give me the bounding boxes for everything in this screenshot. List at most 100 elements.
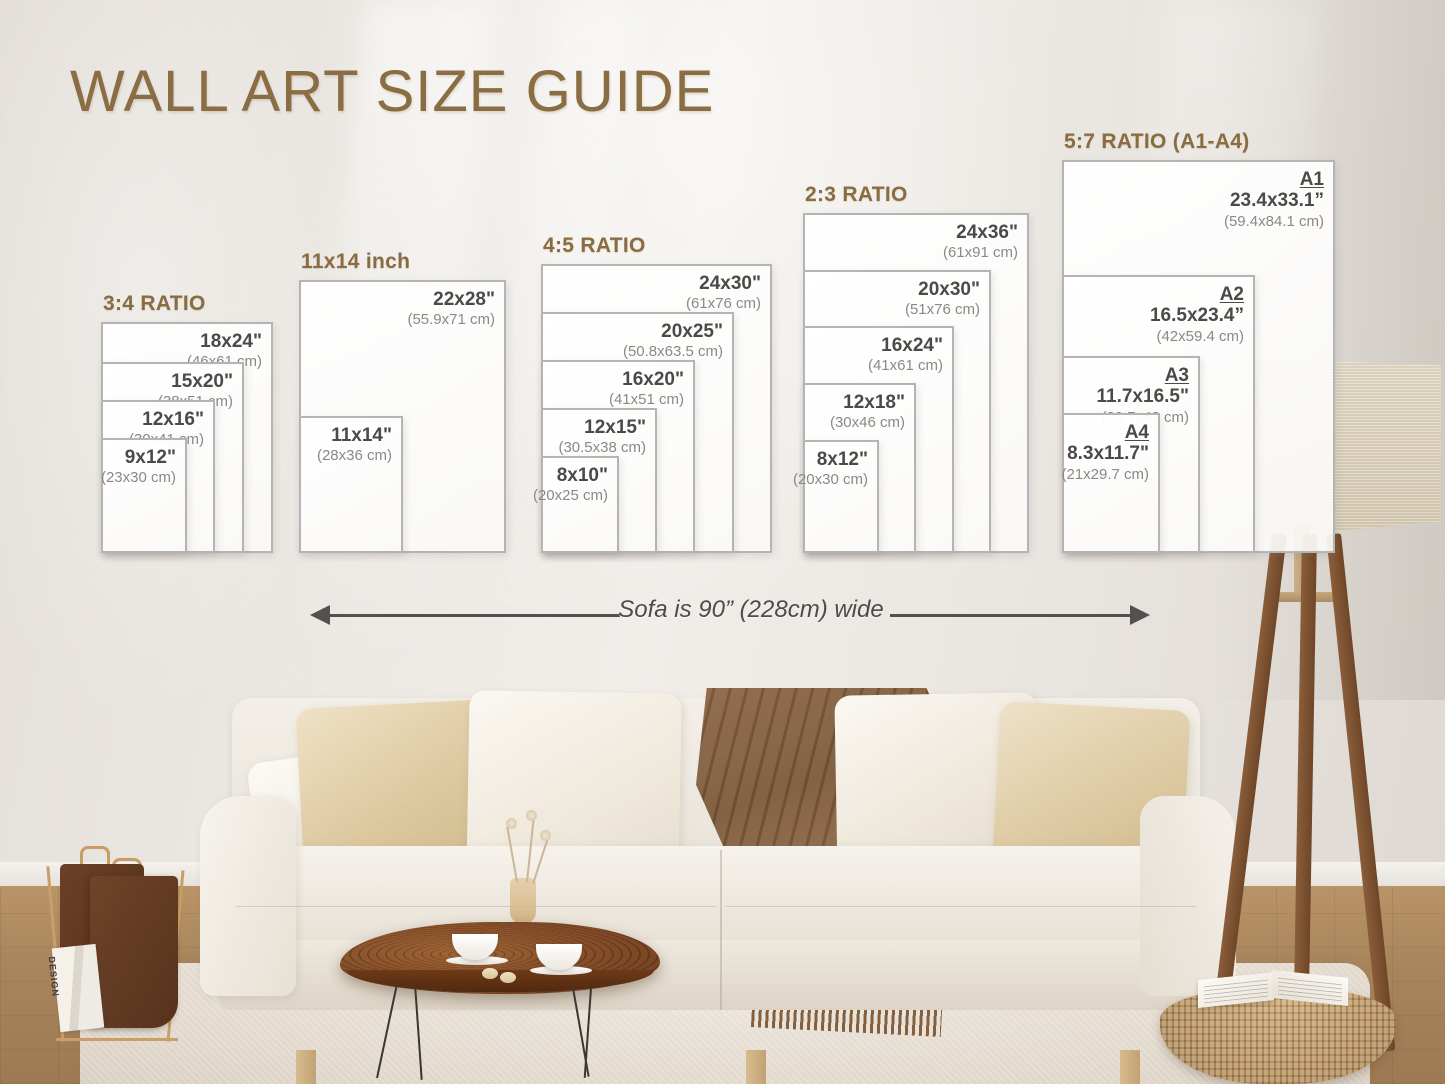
tabletop-edge bbox=[346, 970, 654, 992]
size-group-ratio-5-7: 5:7 RATIO (A1-A4) A1 23.4x33.1” (59.4x84… bbox=[1061, 130, 1335, 553]
sofa-leg bbox=[746, 1050, 766, 1084]
frame-size-inch: 12x15" bbox=[584, 417, 646, 438]
frame-label: 24x30" (61x76 cm) bbox=[686, 273, 761, 313]
frame-size-inch: 20x25" bbox=[661, 321, 723, 342]
dried-flower bbox=[526, 810, 537, 821]
macaron bbox=[500, 972, 516, 983]
arrow-right-icon bbox=[1130, 605, 1150, 625]
rack-leather-panel bbox=[90, 876, 178, 1028]
rack-frame-wire bbox=[56, 1038, 178, 1041]
frame-size-inch: 12x16" bbox=[142, 409, 204, 430]
frame-size-cm: (20x30 cm) bbox=[792, 471, 868, 489]
sofa-leg bbox=[296, 1050, 316, 1084]
frame-size-inch: 16x24" bbox=[881, 335, 943, 356]
frame-size-cm: (55.9x71 cm) bbox=[407, 311, 495, 329]
frame-size-inch: 16.5x23.4” bbox=[1149, 305, 1244, 327]
frame-label: A4 8.3x11.7" (21x29.7 cm) bbox=[1061, 422, 1149, 483]
frame-11x14[interactable]: 11x14" (28x36 cm) bbox=[299, 416, 403, 553]
size-group-ratio-2-3: 2:3 RATIO 24x36" (61x91 cm) 20x30" (51x7… bbox=[793, 183, 1029, 553]
frame-size-inch: 24x36" bbox=[956, 222, 1018, 243]
frame-size-inch: 12x18" bbox=[843, 392, 905, 413]
arrow-left-icon bbox=[310, 605, 330, 625]
frame-size-cm: (28x36 cm) bbox=[316, 447, 392, 465]
coffee-table bbox=[340, 810, 660, 1080]
frame-size-cm: (51x76 cm) bbox=[904, 301, 980, 319]
sofa-arm-left bbox=[200, 796, 296, 996]
cushion-seam bbox=[726, 906, 1196, 907]
size-group-title: 2:3 RATIO bbox=[805, 183, 908, 206]
magazine-rack: DESIGN bbox=[46, 846, 196, 1058]
page-title: WALL ART SIZE GUIDE bbox=[70, 59, 715, 124]
frame-size-inch: 15x20" bbox=[171, 371, 233, 392]
cushion-seam bbox=[236, 906, 716, 907]
frame-size-cm: (30.5x38 cm) bbox=[558, 439, 646, 457]
frame-label: 16x24" (41x61 cm) bbox=[868, 335, 943, 375]
size-group-ratio-3-4: 3:4 RATIO 18x24" (46x61 cm) 15x20" (38x5… bbox=[101, 292, 273, 553]
frame-size-cm: (50.8x63.5 cm) bbox=[622, 343, 723, 361]
frame-size-cm: (61x76 cm) bbox=[685, 295, 761, 313]
frame-label: 22x28" (55.9x71 cm) bbox=[407, 289, 495, 329]
frame-paper-size: A1 bbox=[1299, 169, 1324, 190]
frame-label: 8x12" (20x30 cm) bbox=[793, 449, 868, 489]
frame-size-cm: (23x30 cm) bbox=[100, 469, 176, 487]
frame-label: 12x15" (30.5x38 cm) bbox=[558, 417, 646, 457]
frame-paper-size: A3 bbox=[1164, 365, 1189, 386]
dried-flower bbox=[540, 830, 551, 841]
frame-size-cm: (30x46 cm) bbox=[829, 414, 905, 432]
size-group-title: 5:7 RATIO (A1-A4) bbox=[1064, 130, 1250, 153]
sofa-leg bbox=[1120, 1050, 1140, 1084]
frame-9x12[interactable]: 9x12" (23x30 cm) bbox=[101, 438, 187, 553]
frame-label: 9x12" (23x30 cm) bbox=[101, 447, 176, 487]
rack-handle bbox=[80, 846, 110, 868]
sofa-width-label: Sofa is 90” (228cm) wide bbox=[618, 596, 884, 623]
frame-size-cm: (42x59.4 cm) bbox=[1156, 327, 1244, 345]
frame-size-inch: 16x20" bbox=[622, 369, 684, 390]
size-group-title: 3:4 RATIO bbox=[103, 292, 206, 315]
size-group-ratio-4-5: 4:5 RATIO 24x30" (61x76 cm) 20x25" (50.8… bbox=[533, 234, 772, 553]
frame-size-inch: 8x10" bbox=[556, 465, 608, 486]
frame-label: 20x25" (50.8x63.5 cm) bbox=[623, 321, 723, 361]
frame-size-cm: (61x91 cm) bbox=[942, 244, 1018, 262]
measure-line-right bbox=[890, 614, 1132, 617]
frame-size-cm: (41x51 cm) bbox=[608, 391, 684, 409]
sofa-seam bbox=[720, 850, 722, 1010]
flower-vase bbox=[510, 878, 536, 924]
frame-size-inch: 24x30" bbox=[699, 273, 761, 294]
frame-size-inch: 20x30" bbox=[918, 279, 980, 300]
frame-label: A2 16.5x23.4” (42x59.4 cm) bbox=[1150, 284, 1244, 345]
dried-flower bbox=[506, 818, 517, 829]
frame-label: 16x20" (41x51 cm) bbox=[609, 369, 684, 409]
frame-label: 11x14" (28x36 cm) bbox=[317, 425, 392, 465]
frame-size-inch: 8.3x11.7" bbox=[1067, 443, 1149, 465]
frame-paper-size: A2 bbox=[1219, 284, 1244, 305]
frame-8x12[interactable]: 8x12" (20x30 cm) bbox=[793, 440, 879, 553]
frame-size-cm: (20x25 cm) bbox=[532, 487, 608, 505]
sofa bbox=[196, 668, 1236, 1084]
frame-a4[interactable]: A4 8.3x11.7" (21x29.7 cm) bbox=[1061, 413, 1160, 553]
frame-size-cm: (21x29.7 cm) bbox=[1061, 465, 1149, 483]
saucer bbox=[446, 956, 508, 965]
frame-size-inch: 11.7x16.5" bbox=[1096, 386, 1190, 408]
frame-label: 24x36" (61x91 cm) bbox=[943, 222, 1018, 262]
saucer bbox=[530, 966, 592, 975]
frame-size-inch: 18x24" bbox=[200, 331, 262, 352]
frame-8x10[interactable]: 8x10" (20x25 cm) bbox=[533, 456, 619, 553]
frame-label: A1 23.4x33.1” (59.4x84.1 cm) bbox=[1224, 169, 1324, 230]
frame-label: 8x10" (20x25 cm) bbox=[533, 465, 608, 505]
frame-label: 12x18" (30x46 cm) bbox=[830, 392, 905, 432]
frame-size-inch: 11x14" bbox=[331, 425, 392, 446]
macaron bbox=[482, 968, 498, 979]
measure-line-left bbox=[328, 614, 620, 617]
size-group-title: 11x14 inch bbox=[301, 250, 411, 273]
frame-size-inch: 23.4x33.1” bbox=[1229, 190, 1324, 212]
frame-label: A3 11.7x16.5" (29.7x42 cm) bbox=[1097, 365, 1190, 426]
frame-size-inch: 8x12" bbox=[816, 449, 868, 470]
frame-paper-size: A4 bbox=[1124, 422, 1149, 443]
frame-label: 20x30" (51x76 cm) bbox=[905, 279, 980, 319]
frame-size-inch: 22x28" bbox=[433, 289, 495, 310]
frame-size-inch: 9x12" bbox=[124, 447, 176, 468]
frame-size-cm: (41x61 cm) bbox=[867, 357, 943, 375]
sofa-width-measurement: Sofa is 90” (228cm) wide bbox=[310, 596, 1150, 634]
size-group-11x14: 11x14 inch 22x28" (55.9x71 cm) 11x14" (2… bbox=[299, 250, 506, 553]
